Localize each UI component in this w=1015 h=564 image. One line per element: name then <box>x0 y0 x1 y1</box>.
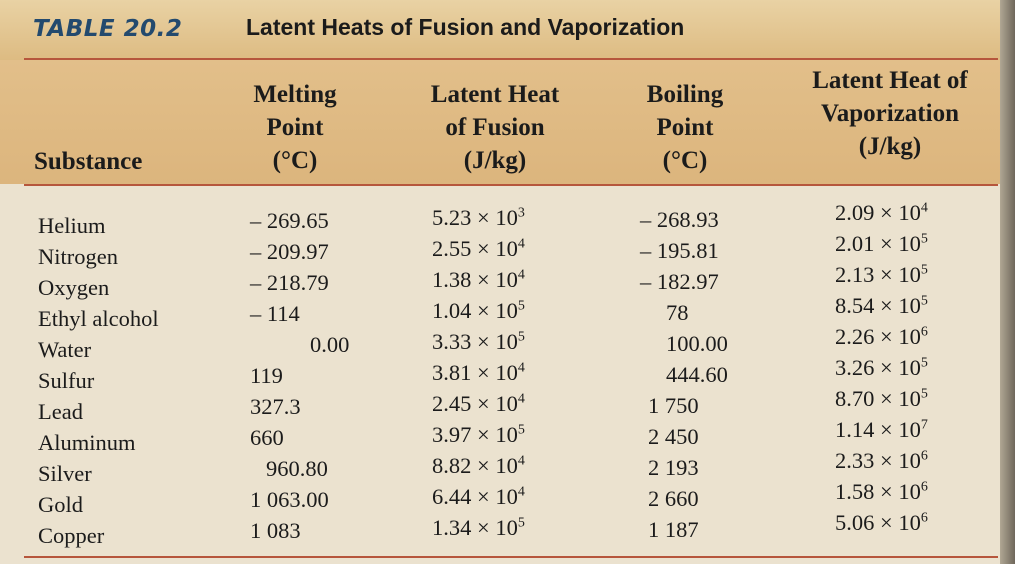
cell-melting-point: – 269.65 <box>250 208 329 233</box>
cell-boiling-point: 2 660 <box>648 486 699 511</box>
cell-substance: Lead <box>38 399 83 424</box>
cell-vaporization: 8.54 × 105 <box>835 293 928 318</box>
header-boiling-point: Boiling Point (°C) <box>646 81 724 174</box>
cell-substance: Nitrogen <box>38 244 118 269</box>
cell-substance: Oxygen <box>38 275 110 300</box>
column-melting-point: – 269.65 – 209.97 – 218.79 – 114 0.00 11… <box>250 205 349 546</box>
cell-fusion: 2.55 × 104 <box>432 236 525 261</box>
cell-melting-point: 119 <box>250 363 283 388</box>
cell-melting-point: 327.3 <box>250 394 301 419</box>
cell-fusion: 3.81 × 104 <box>432 360 525 385</box>
page-edge-shadow <box>1000 0 1015 564</box>
cell-melting-point: 660 <box>250 425 284 450</box>
column-substance: Helium Nitrogen Oxygen Ethyl alcohol Wat… <box>38 210 159 551</box>
cell-boiling-point: 444.60 <box>666 362 728 387</box>
cell-vaporization: 1.14 × 107 <box>835 417 928 442</box>
cell-vaporization: 2.13 × 105 <box>835 262 928 287</box>
cell-melting-point: – 218.79 <box>250 270 329 295</box>
cell-substance: Ethyl alcohol <box>38 306 159 331</box>
cell-substance: Gold <box>38 492 83 517</box>
column-boiling-point: – 268.93 – 195.81 – 182.97 78 100.00 444… <box>640 204 728 545</box>
table-number: TABLE 20.2 <box>33 16 183 42</box>
bottom-rule <box>24 556 998 558</box>
header-rule <box>24 184 998 186</box>
cell-vaporization: 5.06 × 106 <box>835 510 928 535</box>
cell-fusion: 1.38 × 104 <box>432 267 525 292</box>
cell-melting-point: 960.80 <box>266 456 328 481</box>
cell-vaporization: 2.01 × 105 <box>835 231 928 256</box>
cell-fusion: 3.97 × 105 <box>432 422 525 447</box>
title-rule <box>24 58 998 60</box>
cell-substance: Aluminum <box>38 430 136 455</box>
cell-fusion: 6.44 × 104 <box>432 484 525 509</box>
cell-boiling-point: 2 193 <box>648 455 699 480</box>
header-substance: Substance <box>34 148 143 175</box>
cell-fusion: 5.23 × 103 <box>432 205 525 230</box>
cell-boiling-point: 100.00 <box>666 331 728 356</box>
cell-boiling-point: 78 <box>666 300 689 325</box>
cell-melting-point: – 209.97 <box>250 239 329 264</box>
cell-substance: Copper <box>38 523 105 548</box>
cell-boiling-point: 1 187 <box>648 517 699 542</box>
header-latent-heat-fusion: Latent Heat of Fusion (J/kg) <box>430 81 560 174</box>
table-header-band <box>0 60 1000 184</box>
cell-boiling-point: 1 750 <box>648 393 699 418</box>
cell-substance: Sulfur <box>38 368 95 393</box>
cell-melting-point: 1 083 <box>250 518 301 543</box>
column-latent-heat-fusion: 5.23 × 103 2.55 × 104 1.38 × 104 1.04 × … <box>432 202 525 543</box>
cell-vaporization: 2.33 × 106 <box>835 448 928 473</box>
cell-substance: Helium <box>38 213 106 238</box>
table-title: Latent Heats of Fusion and Vaporization <box>246 14 685 40</box>
cell-fusion: 1.04 × 105 <box>432 298 525 323</box>
cell-melting-point: – 114 <box>250 301 300 326</box>
header-melting-point: Melting Point (°C) <box>253 81 337 174</box>
cell-fusion: 2.45 × 104 <box>432 391 525 416</box>
cell-fusion: 3.33 × 105 <box>432 329 525 354</box>
cell-boiling-point: 2 450 <box>648 424 699 449</box>
cell-fusion: 8.82 × 104 <box>432 453 525 478</box>
cell-boiling-point: – 268.93 <box>640 207 719 232</box>
header-latent-heat-vaporization: Latent Heat of Vaporization (J/kg) <box>812 67 968 160</box>
table-title-bar <box>0 0 1000 60</box>
cell-melting-point: 0.00 <box>310 332 350 357</box>
cell-vaporization: 3.26 × 105 <box>835 355 928 380</box>
cell-vaporization: 2.26 × 106 <box>835 324 928 349</box>
column-latent-heat-vaporization: 2.09 × 104 2.01 × 105 2.13 × 105 8.54 × … <box>835 197 928 538</box>
cell-vaporization: 2.09 × 104 <box>835 200 928 225</box>
cell-fusion: 1.34 × 105 <box>432 515 525 540</box>
cell-boiling-point: – 182.97 <box>640 269 719 294</box>
cell-melting-point: 1 063.00 <box>250 487 329 512</box>
cell-vaporization: 8.70 × 105 <box>835 386 928 411</box>
cell-substance: Water <box>38 337 92 362</box>
cell-vaporization: 1.58 × 106 <box>835 479 928 504</box>
cell-boiling-point: – 195.81 <box>640 238 719 263</box>
cell-substance: Silver <box>38 461 92 486</box>
